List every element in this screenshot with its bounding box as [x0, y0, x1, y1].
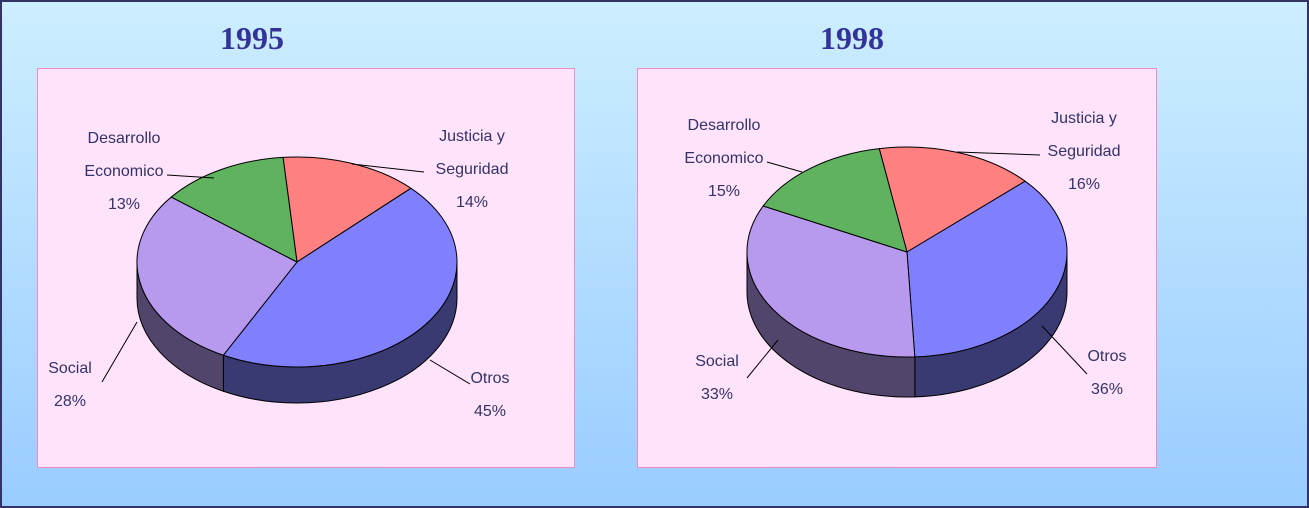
slice: [282, 156, 412, 263]
leader-line: [351, 163, 425, 173]
slice: [762, 148, 908, 253]
value-label: 16%: [1067, 176, 1101, 193]
category-label: Otros: [470, 370, 510, 387]
value-label: 45%: [473, 403, 507, 420]
category-label: Justicia y Seguridad: [435, 128, 509, 178]
slice: [746, 205, 916, 358]
value-label: 28%: [53, 393, 87, 410]
value-label: 14%: [455, 194, 489, 211]
category-label: Justicia y Seguridad: [1047, 110, 1121, 160]
leader-line: [1041, 325, 1088, 375]
leader-line: [956, 151, 1041, 156]
category-label: Otros: [1087, 348, 1127, 365]
leader-line: [746, 339, 779, 379]
category-label: Desarrollo Economico: [684, 117, 764, 167]
data-label: Desarrollo Economico 13%: [69, 122, 179, 221]
leader-line: [166, 174, 215, 179]
leader-line: [766, 161, 803, 173]
slice: [906, 180, 1068, 358]
value-label: 33%: [700, 386, 734, 403]
chart-title: 1998: [820, 20, 884, 56]
leader-line: [429, 359, 471, 385]
slice: [136, 196, 298, 356]
chart-title: 1995: [220, 20, 284, 56]
category-label: Social: [48, 360, 92, 377]
category-label: Desarrollo Economico: [84, 130, 164, 180]
data-label: Justicia y Seguridad 16%: [1029, 102, 1139, 201]
value-label: 36%: [1090, 381, 1124, 398]
slice: [878, 146, 1027, 253]
data-label: Justicia y Seguridad 14%: [417, 120, 527, 219]
data-label: Social 33%: [662, 345, 772, 411]
slice: [222, 187, 458, 368]
data-label: Social 28%: [15, 352, 125, 418]
category-label: Social: [695, 353, 739, 370]
slice: [170, 156, 298, 263]
data-label: Otros 36%: [1052, 340, 1162, 406]
value-label: 13%: [107, 196, 141, 213]
leader-line: [101, 321, 138, 383]
data-label: Otros 45%: [435, 362, 545, 428]
value-label: 15%: [707, 183, 741, 200]
data-label: Desarrollo Economico 15%: [669, 109, 779, 208]
